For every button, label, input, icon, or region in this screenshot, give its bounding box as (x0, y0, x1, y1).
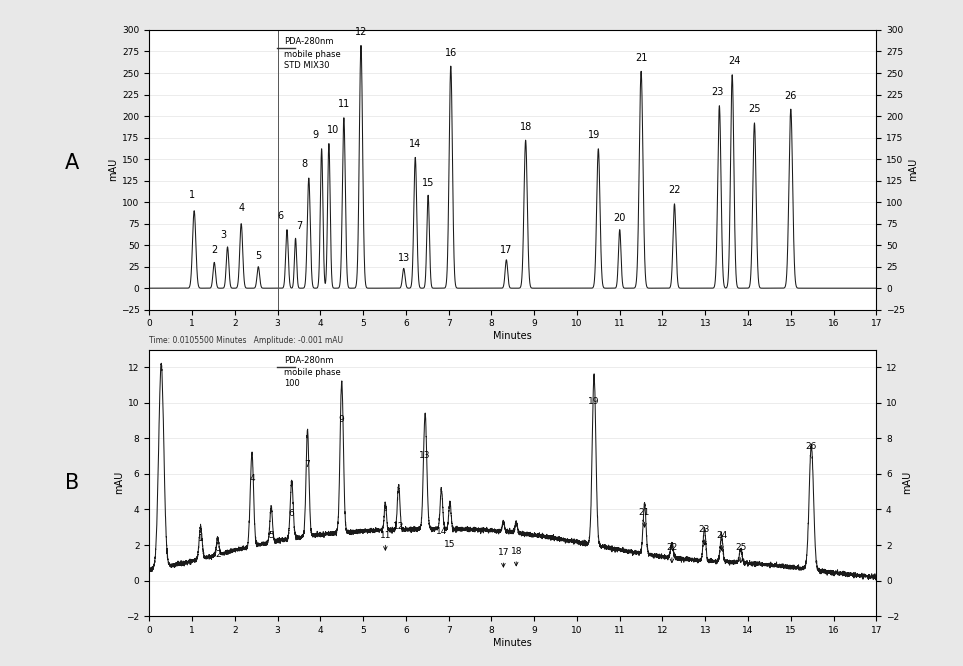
Text: 11: 11 (379, 531, 391, 550)
Text: 1: 1 (189, 190, 195, 200)
Text: PDA-280nm: PDA-280nm (284, 356, 333, 366)
Text: 15: 15 (422, 178, 434, 188)
Y-axis label: mAU: mAU (902, 472, 912, 494)
Text: 9: 9 (312, 130, 318, 140)
Text: 4: 4 (249, 474, 255, 483)
Text: 26: 26 (785, 91, 797, 101)
Text: 5: 5 (255, 252, 261, 262)
Text: 10: 10 (327, 125, 339, 135)
Text: mobile phase: mobile phase (284, 368, 341, 378)
Text: 7: 7 (304, 460, 310, 469)
Text: 2: 2 (215, 550, 221, 559)
Text: 20: 20 (613, 212, 626, 222)
Text: 1: 1 (197, 534, 203, 543)
Text: 23: 23 (699, 525, 710, 545)
Text: 9: 9 (339, 415, 345, 424)
Y-axis label: mAU: mAU (908, 159, 918, 181)
Text: 22: 22 (666, 543, 678, 563)
Text: 21: 21 (635, 53, 647, 63)
Text: 17: 17 (500, 244, 512, 254)
Text: 7: 7 (296, 221, 302, 231)
Text: 23: 23 (711, 87, 723, 97)
Text: 19: 19 (588, 130, 600, 140)
Text: STD MIX30: STD MIX30 (284, 61, 329, 71)
Text: 22: 22 (668, 185, 681, 195)
Text: 13: 13 (398, 253, 410, 263)
Text: A: A (65, 153, 79, 173)
Text: 100: 100 (284, 380, 299, 388)
Text: 21: 21 (638, 507, 650, 527)
Text: 26: 26 (806, 442, 817, 451)
Text: 16: 16 (445, 47, 456, 57)
Text: 18: 18 (519, 121, 532, 131)
X-axis label: Minutes: Minutes (493, 637, 533, 647)
Text: PDA-280nm: PDA-280nm (284, 37, 333, 46)
Text: 14: 14 (435, 527, 447, 536)
Text: B: B (65, 473, 79, 493)
Text: 19: 19 (588, 398, 600, 406)
Y-axis label: mAU: mAU (108, 159, 117, 181)
Text: 6: 6 (289, 509, 295, 518)
Text: 18: 18 (510, 547, 522, 566)
Text: 17: 17 (498, 548, 509, 567)
Text: 11: 11 (338, 99, 350, 109)
Text: 25: 25 (748, 105, 761, 115)
Text: 14: 14 (409, 139, 422, 149)
Text: 2: 2 (211, 246, 218, 256)
X-axis label: Minutes: Minutes (493, 331, 533, 341)
Text: 4: 4 (238, 203, 245, 213)
Text: Time: 0.0105500 Minutes   Amplitude: -0.001 mAU: Time: 0.0105500 Minutes Amplitude: -0.00… (149, 336, 343, 345)
Text: 12: 12 (393, 521, 404, 531)
Text: 3: 3 (221, 230, 226, 240)
Text: 12: 12 (354, 27, 367, 37)
Text: 6: 6 (277, 211, 284, 221)
Text: 24: 24 (728, 56, 741, 66)
Text: 25: 25 (735, 543, 746, 563)
Y-axis label: mAU: mAU (114, 472, 123, 494)
Text: 13: 13 (419, 451, 430, 460)
Text: mobile phase: mobile phase (284, 49, 341, 59)
Text: 5: 5 (269, 531, 274, 539)
Text: 8: 8 (301, 159, 307, 169)
Text: 15: 15 (444, 540, 455, 549)
Text: 24: 24 (716, 531, 727, 550)
